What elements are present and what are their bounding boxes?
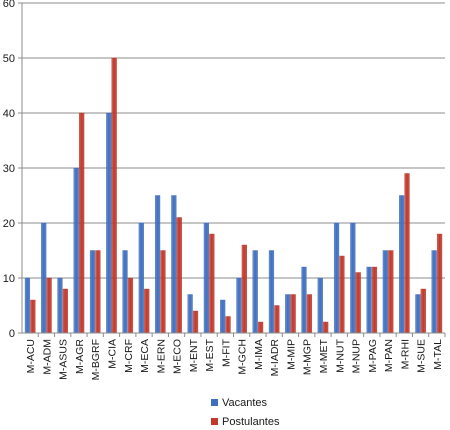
bar-postulantes-m-iadr (274, 305, 280, 334)
bar-vacantes-m-eco (171, 195, 177, 334)
x-tick-label: M-ENT (188, 338, 200, 372)
bar-vacantes-m-rhi (399, 195, 405, 334)
grid-layer (22, 2, 445, 279)
bar-postulantes-m-cia (111, 57, 117, 334)
x-tick-label: M-RHI (399, 339, 411, 369)
x-tick-label: M-MIP (285, 339, 297, 370)
bar-postulantes-m-est (209, 233, 215, 334)
y-tick-label: 10 (3, 273, 15, 285)
x-tick-label: M-GCH (237, 339, 249, 375)
bar-postulantes-m-agr (79, 112, 85, 334)
bar-postulantes-m-eco (176, 217, 182, 334)
bar-postulantes-m-adm (46, 277, 52, 334)
x-tick-label: M-PAN (383, 339, 395, 372)
y-tick-label: 40 (3, 108, 15, 120)
x-tick-label: M-ECO (172, 339, 184, 374)
axis-layer (18, 2, 446, 337)
bar-vacantes-m-ern (154, 195, 161, 334)
x-tick-label: M-BGRF (90, 339, 102, 380)
bar-vacantes-m-bgrf (89, 250, 96, 334)
x-tick-label: M-FIT (220, 338, 232, 367)
bar-vacantes-m-met (317, 277, 323, 334)
bar-vacantes-m-ima (252, 250, 258, 334)
bar-vacantes-m-eca (138, 222, 144, 334)
legend-label: Vacantes (222, 397, 268, 409)
bar-vacantes-m-cia (106, 112, 112, 334)
y-tick-label: 0 (9, 328, 15, 340)
bar-postulantes-m-tal (436, 233, 443, 334)
bar-vacantes-m-sue (415, 294, 421, 334)
x-tick-label: M-MGP (302, 339, 314, 375)
bar-postulantes-m-bgrf (95, 250, 101, 334)
legend-swatch (211, 399, 218, 406)
x-tick-label: M-AGR (74, 339, 86, 374)
legend-item-postulantes: Postulantes (211, 416, 280, 428)
x-tick-label: M-IMA (253, 339, 265, 370)
bar-postulantes-m-fit (225, 316, 231, 334)
bar-postulantes-m-pan (388, 250, 394, 334)
bar-vacantes-m-adm (41, 222, 47, 334)
bar-postulantes-m-eca (144, 288, 150, 334)
labels-layer: 0 10 20 30 40 50 60 M-ACU M-ADM M-ASUS M-AGR M-BGRF… (3, 0, 444, 380)
bar-vacantes-m-gch (236, 277, 242, 334)
bar-vacantes-m-crf (122, 250, 128, 334)
x-tick-label: M-NUT (334, 338, 346, 372)
bar-vacantes-m-pag (366, 266, 372, 334)
x-tick-label: M-ECA (139, 339, 151, 373)
bar-vacantes-m-mgp (301, 266, 307, 334)
bar-postulantes-m-met (323, 321, 329, 334)
bar-postulantes-m-pag (371, 266, 378, 334)
bar-vacantes-m-nut (333, 222, 340, 334)
bar-postulantes-m-ent (192, 310, 199, 334)
x-tick-label: M-ADM (41, 339, 53, 375)
bar-postulantes-m-nup (355, 272, 361, 334)
legend-swatch (211, 418, 218, 425)
bar-vacantes-m-acu (24, 277, 31, 334)
bar-postulantes-m-mip (290, 294, 296, 334)
x-tick-label: M-EST (204, 338, 216, 371)
bar-vacantes-m-ent (187, 294, 193, 334)
x-tick-label: M-NUP (351, 339, 363, 373)
y-tick-label: 30 (3, 163, 15, 175)
bar-postulantes-m-mgp (306, 294, 313, 334)
x-tick-label: M-TAL (432, 339, 444, 370)
bar-postulantes-m-ima (258, 321, 264, 334)
legend: Vacantes Postulantes (211, 397, 280, 428)
x-tick-label: M-ACU (25, 339, 37, 373)
x-tick-label: M-ASUS (58, 339, 70, 380)
bar-postulantes-m-gch (241, 244, 247, 334)
bar-vacantes-m-tal (431, 250, 437, 334)
bar-vacantes-m-est (203, 222, 209, 334)
bars-layer (24, 57, 443, 334)
y-tick-label: 50 (3, 53, 15, 65)
bar-postulantes-m-ern (160, 250, 166, 334)
x-tick-label: M-CRF (123, 339, 135, 373)
x-tick-label: M-SUE (416, 339, 428, 373)
x-tick-label: M-CIA (106, 339, 118, 369)
bar-vacantes-m-mip (285, 294, 291, 334)
bar-postulantes-m-asus (62, 288, 68, 334)
bar-vacantes-m-fit (220, 299, 226, 334)
y-tick-label: 20 (3, 218, 15, 230)
bar-vacantes-m-pan (382, 250, 388, 334)
bar-vacantes-m-agr (73, 167, 79, 334)
bar-postulantes-m-sue (420, 288, 426, 334)
x-tick-label: M-IADR (269, 339, 281, 377)
bar-vacantes-m-iadr (268, 250, 275, 334)
bar-postulantes-m-rhi (404, 173, 410, 334)
bar-vacantes-m-asus (57, 277, 63, 334)
bar-postulantes-m-acu (30, 299, 36, 334)
y-tick-label: 60 (3, 0, 15, 10)
x-tick-label: M-MET (318, 338, 330, 373)
x-tick-label: M-ERN (155, 339, 167, 373)
legend-item-vacantes: Vacantes (211, 397, 268, 409)
legend-label: Postulantes (222, 416, 280, 428)
bar-postulantes-m-crf (127, 277, 134, 334)
x-tick-label: M-PAG (367, 339, 379, 373)
bar-postulantes-m-nut (339, 255, 345, 334)
bar-vacantes-m-nup (350, 222, 356, 334)
